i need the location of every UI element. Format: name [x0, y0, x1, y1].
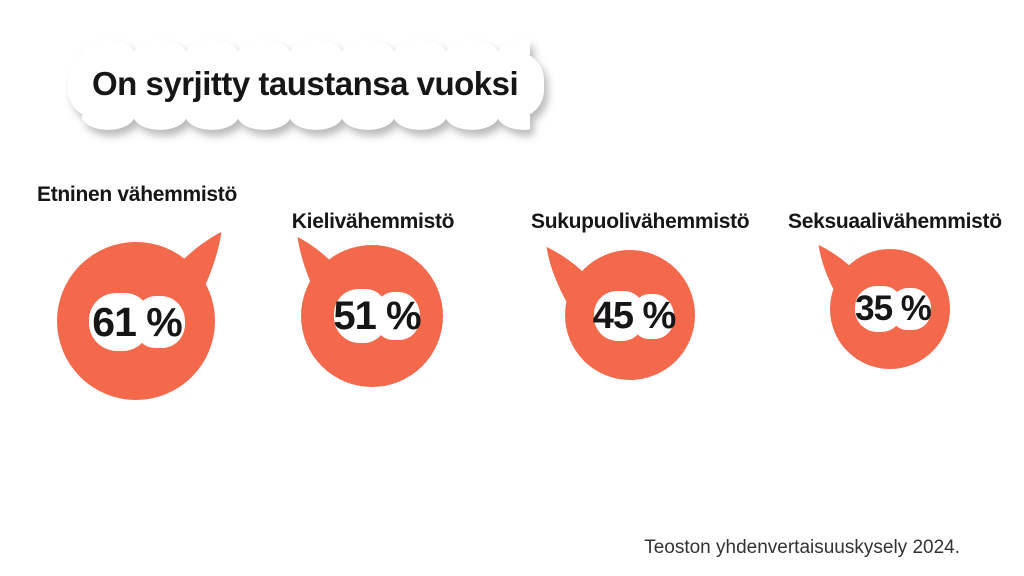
page-title: On syrjitty taustansa vuoksi — [92, 65, 519, 102]
value-blob: 35 % — [855, 286, 932, 332]
category-label: Etninen vähemmistö — [37, 183, 237, 206]
value-blob: 51 % — [333, 289, 422, 343]
source-caption: Teoston yhdenvertaisuuskysely 2024. — [644, 537, 960, 558]
value-blob: 45 % — [592, 291, 677, 341]
speech-tail-icon — [818, 245, 858, 299]
speech-tail-icon — [174, 232, 222, 301]
speech-tail-icon — [297, 237, 340, 301]
category-label: Seksuaalivähemmistö — [788, 210, 1002, 233]
value-label: 51 % — [333, 293, 421, 338]
speech-tail-icon — [546, 247, 589, 305]
category-label: Kielivähemmistö — [291, 210, 455, 233]
value-label: 45 % — [592, 294, 677, 337]
category-label: Sukupuolivähemmistö — [531, 210, 750, 233]
value-label: 61 % — [92, 298, 182, 345]
title-cloud: On syrjitty taustansa vuoksi — [68, 40, 545, 130]
value-label: 35 % — [855, 289, 932, 328]
value-blob: 61 % — [89, 293, 185, 351]
title-cloud-body: On syrjitty taustansa vuoksi — [68, 40, 545, 130]
